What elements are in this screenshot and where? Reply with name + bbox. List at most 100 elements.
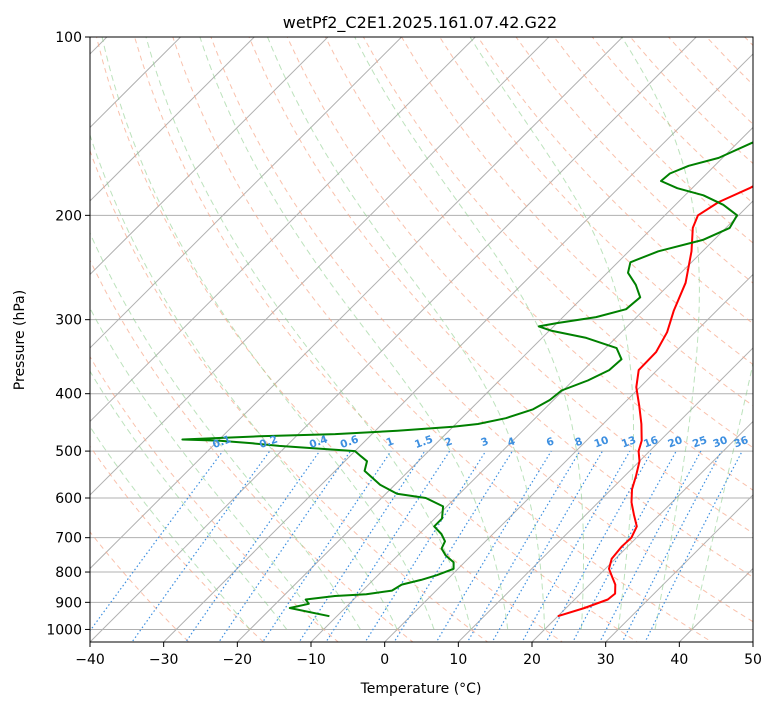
moist-adiabat [101, 37, 435, 630]
mixing-ratio-line [298, 450, 426, 642]
y-tick-label: 800 [55, 565, 82, 581]
moist-adiabat [90, 370, 288, 630]
chart-title: wetPf2_C2E1.2025.161.07.42.G22 [283, 13, 557, 33]
mixing-ratio-lines [90, 450, 743, 642]
isotherm-line [90, 37, 476, 423]
moist-adiabat [145, 37, 472, 630]
isotherm-line [604, 494, 753, 642]
x-tick-label: −40 [75, 652, 105, 668]
dry-adiabat [705, 37, 753, 86]
x-tick-label: 50 [744, 652, 762, 668]
mixing-ratio-line [262, 450, 392, 642]
mixing-ratio-label: 20 [666, 434, 684, 450]
mixing-ratio-label: 30 [711, 434, 729, 450]
mixing-ratio-label: 10 [593, 434, 611, 450]
y-tick-label: 500 [55, 444, 82, 460]
mixing-ratio-line [491, 450, 604, 642]
mixing-ratio-line [218, 450, 351, 642]
mixing-ratio-label: 25 [691, 434, 709, 450]
isotherm-line [0, 10, 60, 654]
x-tick-label: 40 [670, 652, 688, 668]
moist-adiabat [267, 37, 546, 630]
dry-adiabat [477, 37, 753, 325]
x-tick-label: 20 [523, 652, 541, 668]
dry-adiabat [591, 37, 753, 204]
isotherm-line [90, 37, 697, 642]
mixing-ratio-line [521, 450, 631, 642]
moist-adiabat [354, 37, 584, 630]
dry-adiabat [757, 10, 775, 654]
isotherm-line [678, 567, 753, 642]
y-tick-label: 100 [55, 30, 82, 46]
y-tick-label: 600 [55, 491, 82, 507]
mixing-ratio-label: 0.4 [308, 433, 330, 451]
isotherm-line [383, 273, 753, 642]
isotherm-line [162, 53, 753, 642]
mixing-ratio-line [185, 450, 321, 642]
mixing-ratio-label: 0.1 [211, 433, 233, 451]
dry-adiabat [90, 355, 339, 642]
mixing-ratio-label: 6 [545, 435, 556, 449]
dry-adiabat [172, 37, 713, 642]
dry-adiabat [248, 37, 753, 578]
mixing-ratio-line [393, 450, 513, 642]
sounding-series [181, 141, 753, 618]
y-tick-label: 1000 [46, 622, 82, 638]
isotherm-line [90, 37, 550, 496]
x-axis-ticks: −40 −30 −20 −10 0 10 20 30 40 50 [75, 642, 762, 668]
mixing-ratio-label: 0.2 [258, 433, 280, 451]
y-tick-label: 300 [55, 313, 82, 329]
x-tick-label: −30 [149, 652, 179, 668]
y-tick-label: 400 [55, 387, 82, 403]
mixing-ratio-line [325, 450, 451, 642]
mixing-ratio-label: 4 [506, 435, 517, 449]
mixing-ratio-label: 1.5 [413, 433, 435, 451]
moist-adiabat [469, 37, 634, 630]
mixing-ratio-line [644, 450, 743, 642]
dry-adiabat [210, 37, 753, 623]
plot-frame [89, 36, 754, 643]
dry-adiabat [90, 259, 414, 642]
mixing-ratio-line [466, 450, 581, 642]
dry-adiabat [439, 37, 753, 366]
mixing-ratio-line [364, 450, 487, 642]
dry-adiabat [90, 149, 489, 642]
mixing-ratio-line [599, 450, 702, 642]
mixing-ratio-label: 36 [732, 434, 750, 450]
y-tick-label: 900 [55, 595, 82, 611]
moist-adiabat [621, 37, 700, 630]
isotherm-line [90, 37, 329, 276]
isotherm-line [90, 37, 624, 570]
mixing-ratio-line [90, 450, 224, 632]
moist-adiabat [90, 133, 398, 630]
mixing-ratio-label: 0.6 [339, 433, 361, 451]
mixing-ratio-line [621, 450, 722, 642]
isotherm-line [752, 641, 753, 642]
temperature-line [557, 185, 753, 618]
x-tick-label: −10 [296, 652, 326, 668]
dry-adiabat [629, 37, 753, 165]
dry-adiabat [95, 37, 564, 642]
x-tick-label: −20 [223, 652, 253, 668]
dry-adiabat [134, 37, 638, 642]
dry-adiabat [401, 37, 753, 407]
moist-adiabat [90, 307, 324, 630]
mixing-ratio-line [435, 450, 552, 642]
mixing-ratio-label: 8 [573, 435, 584, 449]
y-axis-title: Pressure (hPa) [12, 290, 28, 390]
dewpoint-line [181, 141, 753, 618]
dry-adiabat [286, 37, 753, 534]
moist-adiabat [691, 361, 753, 630]
mixing-ratio-line [545, 450, 653, 642]
moist-adiabat [90, 231, 361, 630]
isotherm-line [236, 126, 753, 642]
y-tick-label: 200 [55, 208, 82, 224]
dry-adiabat [744, 37, 753, 47]
mixing-ratio-label: 3 [479, 435, 490, 449]
x-tick-label: 10 [449, 652, 467, 668]
isotherm-line [310, 200, 753, 642]
mixing-ratio-label: 1 [385, 435, 396, 449]
isotherm-line [90, 37, 403, 349]
moist-adiabat [90, 425, 251, 630]
